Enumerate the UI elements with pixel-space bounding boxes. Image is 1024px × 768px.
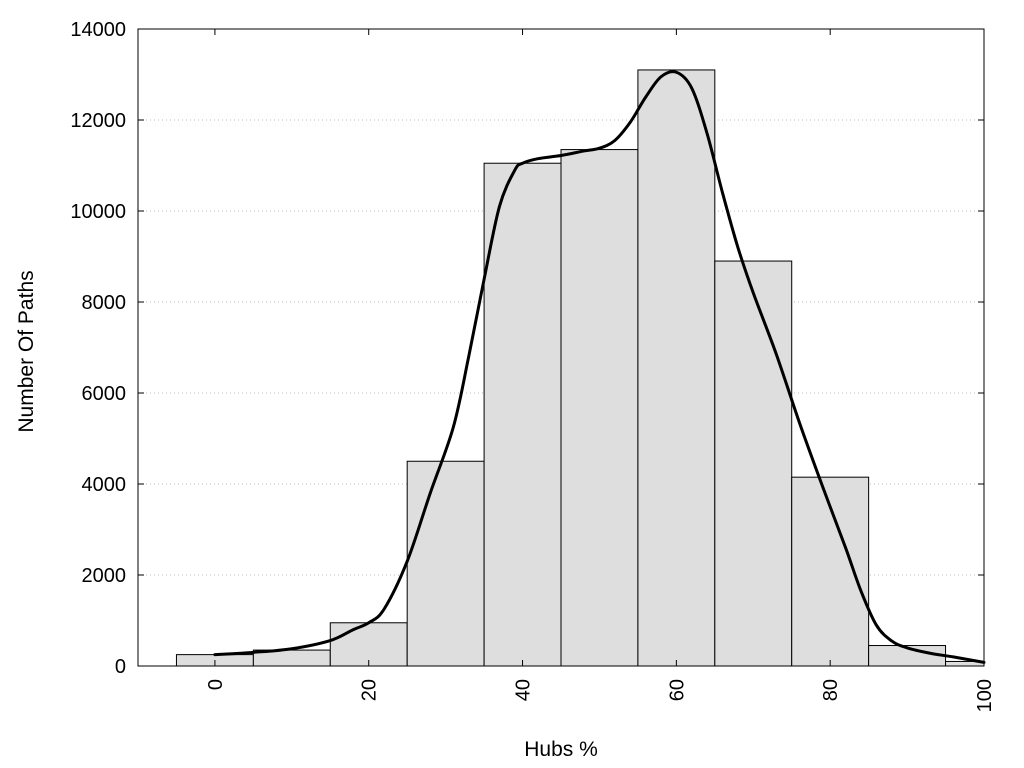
y-tick-label: 4000 — [82, 474, 127, 496]
histogram-bar — [406, 460, 485, 667]
x-tick-label: 80 — [820, 679, 842, 701]
y-tick-label: 8000 — [82, 292, 127, 314]
x-tick-label: 100 — [974, 679, 996, 712]
histogram-bar — [714, 260, 793, 667]
bars-group — [175, 69, 985, 667]
y-tick-label: 10000 — [70, 201, 126, 223]
histogram-bar — [560, 149, 639, 667]
plot-frame — [137, 28, 985, 667]
y-axis: 0 2000 4000 6000 8000 10000 12000 14000 — [70, 19, 984, 678]
y-tick-label: 2000 — [82, 565, 127, 587]
histogram-bar — [637, 69, 716, 667]
histogram-bar — [483, 162, 562, 667]
density-curve-group — [213, 70, 986, 664]
y-tick-label: 14000 — [70, 19, 126, 41]
x-tick-label: 60 — [666, 679, 688, 701]
y-tick-label: 6000 — [82, 383, 127, 405]
x-axis: 0 20 40 60 80 100 — [205, 29, 996, 712]
y-axis-title: Number Of Paths — [15, 270, 38, 432]
y-tick-label: 0 — [115, 656, 126, 678]
x-tick-label: 0 — [205, 679, 227, 690]
histogram-bar — [329, 622, 408, 667]
x-tick-label: 40 — [513, 679, 535, 701]
y-tick-label: 12000 — [70, 110, 126, 132]
x-axis-title: Hubs % — [524, 738, 598, 761]
density-curve — [213, 70, 986, 664]
x-tick-label: 20 — [359, 679, 381, 701]
